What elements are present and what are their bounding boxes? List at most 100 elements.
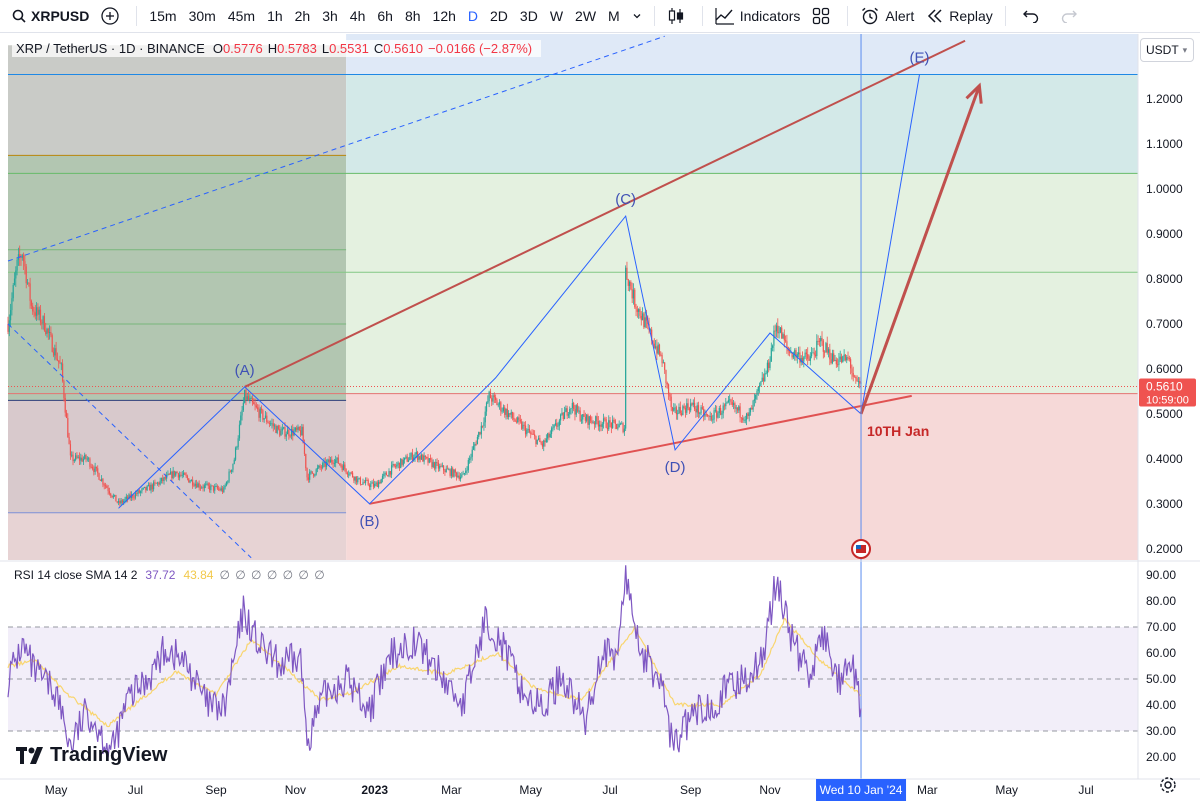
interval-2w[interactable]: 2W [575,8,597,24]
projection-arrow-head [965,82,983,104]
interval-3d[interactable]: 3D [519,8,538,24]
replay-button[interactable]: Replay [920,0,999,33]
rsi-sma-value: 43.84 [183,568,214,582]
interval-2h[interactable]: 2h [294,8,311,24]
candle-body-510 [670,396,672,408]
candle-body-234 [311,471,313,474]
candle-body-116 [158,482,160,485]
candle-body-273 [362,482,364,485]
interval-6h[interactable]: 6h [377,8,393,24]
rsi-legend: RSI 14 close SMA 14 2 37.72 43.84 ∅ ∅ ∅ … [14,568,326,582]
legend-l-label: L [321,41,330,56]
indicators-button[interactable]: Indicators [709,0,807,33]
alert-button[interactable]: Alert [854,0,920,33]
candle-body-14 [25,266,27,284]
toolbar-divider [1004,6,1006,26]
candle-body-555 [729,399,731,401]
candle-body-515 [677,413,679,415]
candle-body-584 [766,362,769,374]
interval-45m[interactable]: 45m [227,8,256,24]
candle-body-45 [65,412,68,418]
interval-4h[interactable]: 4h [349,8,366,24]
legend-change: −0.0166 (−2.87%) [428,41,533,56]
candle-body-431 [567,414,570,416]
candle-body-190 [254,404,256,406]
interval-12h[interactable]: 12h [432,8,456,24]
candle-body-218 [290,429,293,437]
candle-body-574 [753,399,755,401]
rsi-empty-values: ∅ ∅ ∅ ∅ ∅ ∅ ∅ [219,568,326,582]
candle-body-114 [155,482,157,484]
candle-body-620 [813,352,815,355]
candle-body-285 [377,481,380,488]
chart-canvas[interactable]: (A) (B) (C) (D) (E) 10TH Jan 0.2000 0.3000 0.40… [0,33,1200,801]
candle-body-74 [103,484,105,486]
candle-body-242 [322,463,324,468]
candle-body-545 [716,410,718,418]
candle-body-236 [314,474,316,476]
layout-button[interactable] [806,0,841,33]
candle-body-165 [221,488,224,492]
candle-body-180 [241,410,243,416]
candle-body-198 [264,415,267,419]
candle-body-173 [232,463,234,470]
wave-label-3: (D) [665,459,686,476]
chevron-down-icon: ▾ [1182,44,1188,55]
candle-body-518 [680,413,683,416]
candle-body-111 [151,484,153,490]
candle-body-369 [487,401,489,403]
candle-body-179 [240,415,242,425]
rsi-tick-1: 30.00 [1146,724,1176,738]
candle-body-496 [652,340,654,344]
chart-type-button[interactable] [661,0,696,33]
redo-button[interactable] [1050,0,1088,33]
candle-body-291 [385,472,388,476]
candle-body-617 [809,356,811,361]
intervals-dropdown[interactable] [626,0,648,33]
interval-1h[interactable]: 1h [267,8,283,24]
interval-w[interactable]: W [549,8,564,24]
candle-body-81 [112,495,114,498]
interval-2d[interactable]: 2D [490,8,508,24]
interval-3h[interactable]: 3h [322,8,338,24]
candle-body-494 [649,329,651,331]
candle-body-550 [722,405,724,414]
candle-body-361 [476,436,479,445]
candle-body-152 [205,484,207,486]
time-tick-2: Sep [205,783,227,797]
candle-body-275 [364,479,367,483]
candle-body-339 [448,469,450,471]
candle-body-634 [831,353,834,364]
candle-body-352 [465,470,467,474]
currency-selector[interactable]: USDT ▾ [1140,38,1194,62]
candle-body-553 [726,402,728,404]
candle-body-184 [246,396,248,400]
compare-button[interactable] [95,0,130,33]
candle-body-62 [88,458,90,460]
interval-30m[interactable]: 30m [188,8,216,24]
symbol-search[interactable]: XRPUSD [0,0,95,33]
candle-body-77 [107,488,109,492]
interval-d[interactable]: D [467,8,479,24]
undo-button[interactable] [1012,0,1050,33]
candle-body-471 [619,423,622,425]
tradingview-logo[interactable]: TradingView [16,744,167,767]
interval-8h[interactable]: 8h [404,8,421,24]
chart-settings-button[interactable] [1158,775,1178,800]
time-tick-4: 2023 [361,783,388,797]
candle-body-501 [658,344,661,355]
candle-body-296 [392,464,394,466]
candle-body-187 [250,398,252,399]
candle-body-0 [7,323,9,332]
wave-label-4: (E) [910,49,930,66]
interval-m[interactable]: M [608,8,620,24]
candle-body-358 [472,446,475,450]
candle-body-191 [255,405,257,408]
candle-body-167 [224,485,226,488]
candle-body-532 [699,412,701,414]
candle-body-124 [168,473,170,475]
rsi-value: 37.72 [145,568,176,582]
interval-15m[interactable]: 15m [149,8,177,24]
price-tick-0: 0.2000 [1146,542,1183,556]
candle-body-559 [734,403,736,409]
